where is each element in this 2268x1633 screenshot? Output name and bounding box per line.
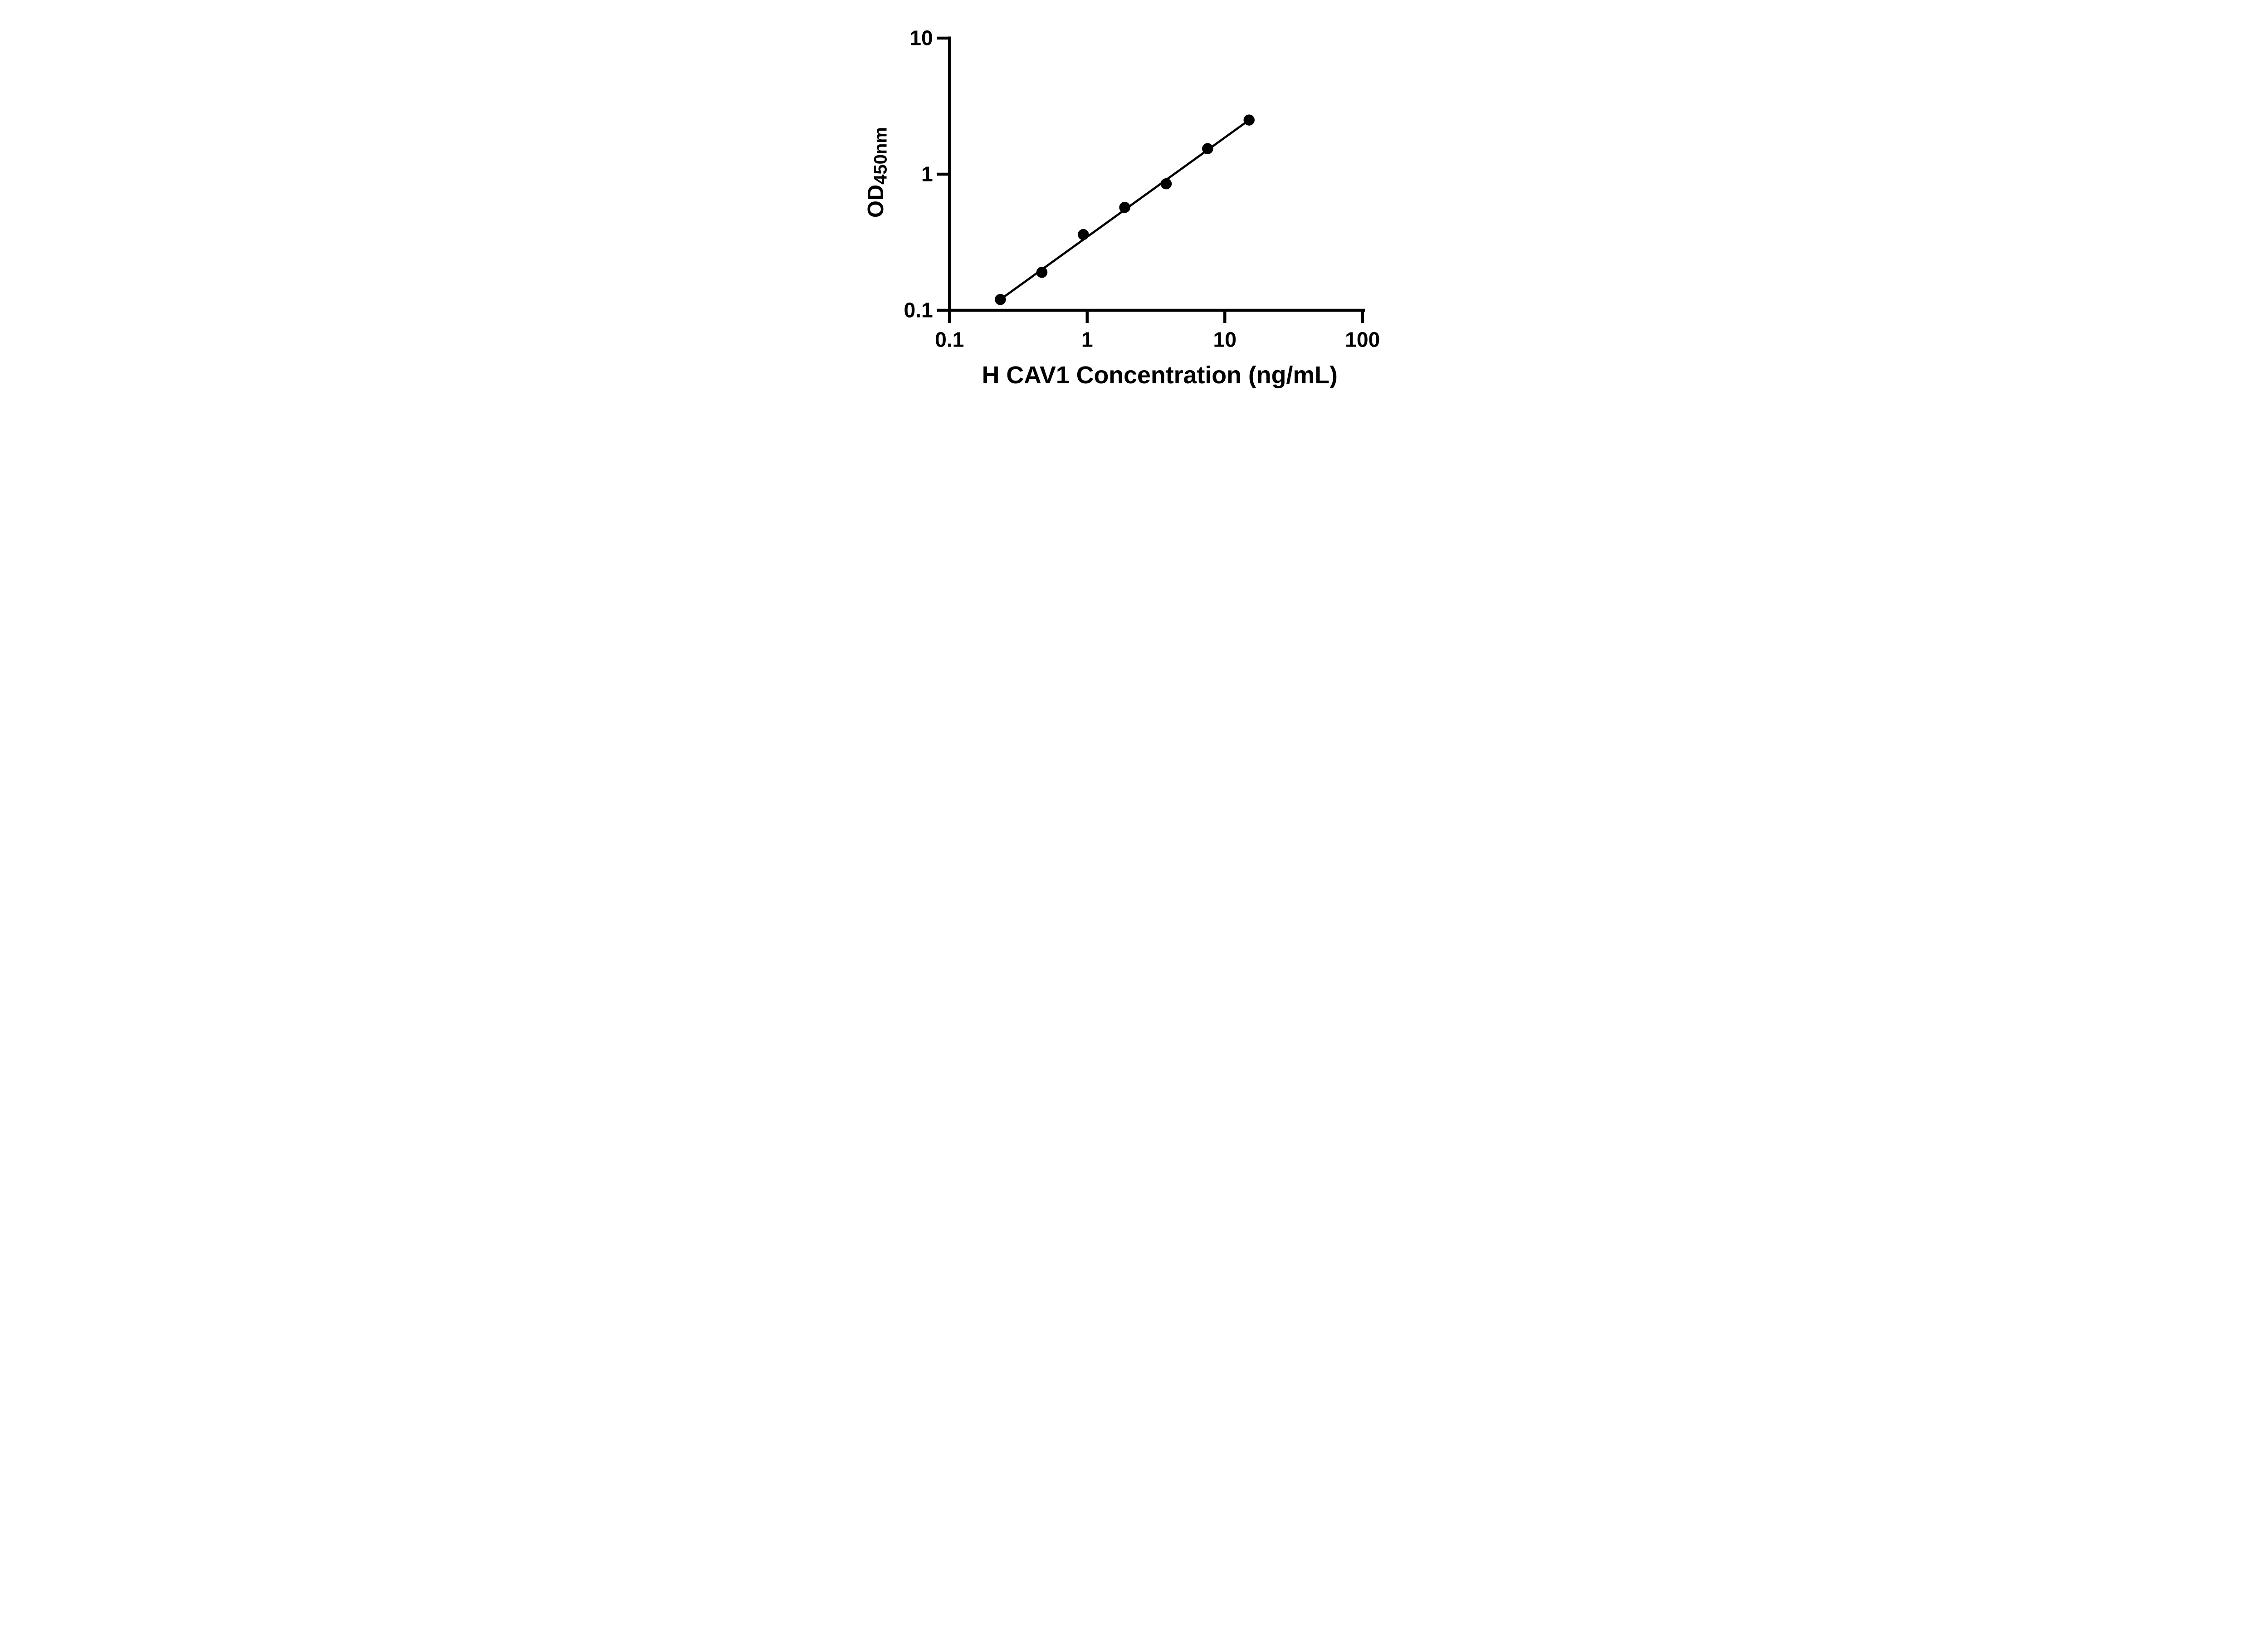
data-point <box>1202 143 1213 154</box>
data-point <box>995 293 1006 305</box>
y-tick-label: 0.1 <box>904 298 933 322</box>
elisa-standard-curve-figure: 10 1 0.1 0.1 1 10 100 H CAV1 Concentration (n… <box>848 0 1420 408</box>
y-axis-label: OD450nm <box>864 127 891 218</box>
chart-svg: 10 1 0.1 0.1 1 10 100 H CAV1 Concentration (n… <box>864 26 1380 389</box>
axes <box>948 36 1365 312</box>
y-ticks: 10 1 0.1 <box>904 26 948 322</box>
x-tick-label: 1 <box>1081 328 1093 352</box>
data-point <box>1243 114 1255 126</box>
data-point <box>1078 229 1089 240</box>
data-point <box>1160 178 1172 190</box>
data-point <box>1119 201 1130 213</box>
data-point <box>1036 267 1048 278</box>
y-tick-label: 1 <box>921 162 933 186</box>
x-axis-label: H CAV1 Concentration (ng/mL) <box>982 362 1338 389</box>
y-axis-label-main: OD <box>864 185 888 218</box>
y-axis-label-sub: 450nm <box>870 127 890 185</box>
x-tick-label: 0.1 <box>935 328 964 352</box>
x-tick-label: 100 <box>1345 328 1380 352</box>
x-tick-label: 10 <box>1213 328 1237 352</box>
x-ticks: 0.1 1 10 100 <box>935 312 1380 352</box>
data-points-group <box>995 114 1255 305</box>
y-tick-label: 10 <box>909 26 933 50</box>
